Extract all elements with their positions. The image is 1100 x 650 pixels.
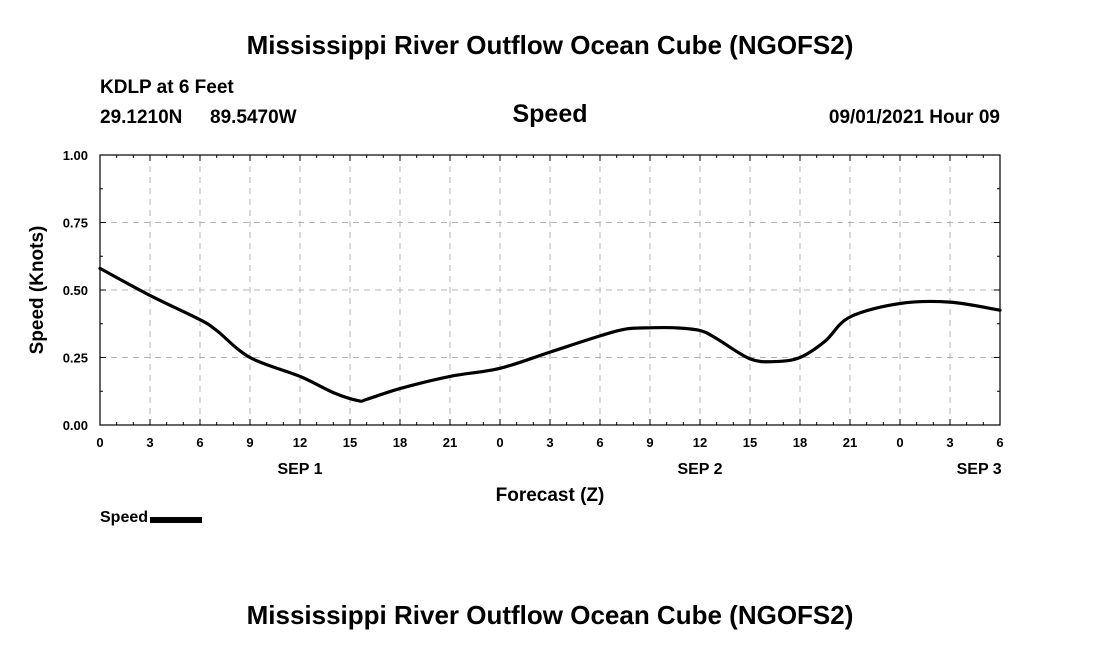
x-tick-label: 18	[393, 435, 407, 450]
x-tick-label: 0	[496, 435, 503, 450]
x-tick-label: 6	[996, 435, 1003, 450]
x-axis-title: Forecast (Z)	[496, 485, 605, 506]
latitude-label: 29.1210N	[100, 107, 183, 128]
y-tick-label: 1.00	[63, 148, 88, 163]
x-tick-label: 0	[896, 435, 903, 450]
x-tick-label: 6	[196, 435, 203, 450]
footer-title: Mississippi River Outflow Ocean Cube (NG…	[246, 600, 854, 630]
day-label: SEP 1	[277, 461, 322, 478]
day-label: SEP 3	[957, 461, 1002, 478]
x-tick-label: 9	[246, 435, 253, 450]
y-tick-label: 0.75	[63, 216, 88, 231]
legend-label: Speed	[100, 509, 149, 526]
x-tick-label: 18	[793, 435, 807, 450]
x-tick-label: 12	[293, 435, 307, 450]
x-tick-label: 9	[646, 435, 653, 450]
x-tick-label: 3	[946, 435, 953, 450]
y-tick-label: 0.00	[63, 418, 88, 433]
x-tick-label: 6	[596, 435, 603, 450]
chart-subtitle: Speed	[512, 100, 588, 128]
legend-line-swatch	[150, 516, 203, 523]
x-tick-label: 15	[343, 435, 357, 450]
longitude-label: 89.5470W	[210, 107, 297, 128]
x-tick-label: 3	[146, 435, 153, 450]
x-tick-label: 15	[743, 435, 757, 450]
chart-title: Mississippi River Outflow Ocean Cube (NG…	[246, 30, 854, 60]
run-time-label: 09/01/2021 Hour 09	[828, 107, 1000, 128]
y-tick-label: 0.50	[63, 283, 88, 298]
station-label: KDLP at 6 Feet	[100, 77, 234, 98]
x-tick-label: 3	[546, 435, 553, 450]
legend: Speed	[100, 509, 203, 527]
x-tick-label: 0	[96, 435, 103, 450]
x-tick-label: 21	[443, 435, 457, 450]
x-tick-label: 12	[693, 435, 707, 450]
y-tick-label: 0.25	[63, 351, 88, 366]
y-axis-title: Speed (Knots)	[27, 226, 48, 355]
day-label: SEP 2	[677, 461, 722, 478]
x-tick-label: 21	[843, 435, 857, 450]
